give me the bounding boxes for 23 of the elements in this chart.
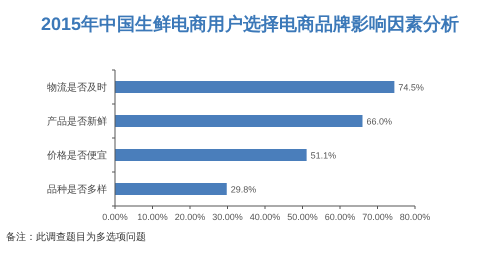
bar	[115, 81, 394, 93]
data-label: 66.0%	[366, 116, 392, 126]
x-tick-label: 0.00%	[102, 212, 128, 222]
text: 备注：此调查题目为多选项问题	[6, 231, 146, 243]
x-tick-label: 20.00%	[174, 212, 206, 222]
x-tick-label: 30.00%	[212, 212, 243, 222]
bar	[115, 115, 362, 127]
x-tick-label: 40.00%	[250, 212, 280, 222]
x-tick-label: 10.00%	[137, 212, 168, 222]
y-tick-label: 品种是否多样	[47, 184, 107, 196]
y-tick-label: 产品是否新鲜	[47, 116, 107, 128]
x-tick-label: 80.00%	[400, 212, 430, 222]
bar	[115, 149, 307, 161]
y-tick-label: 价格是否便宜	[46, 150, 107, 162]
data-label: 74.5%	[398, 82, 424, 92]
x-tick-label: 70.00%	[362, 212, 393, 222]
y-tick-label: 物流是否及时	[47, 82, 107, 94]
x-tick-label: 50.00%	[287, 212, 318, 222]
data-label: 51.1%	[310, 150, 336, 160]
data-label: 29.8%	[230, 184, 256, 194]
chart-title: 2015年中国生鲜电商用户选择电商品牌影响因素分析	[40, 14, 460, 34]
x-tick-label: 60.00%	[324, 212, 356, 222]
bar	[115, 183, 227, 195]
